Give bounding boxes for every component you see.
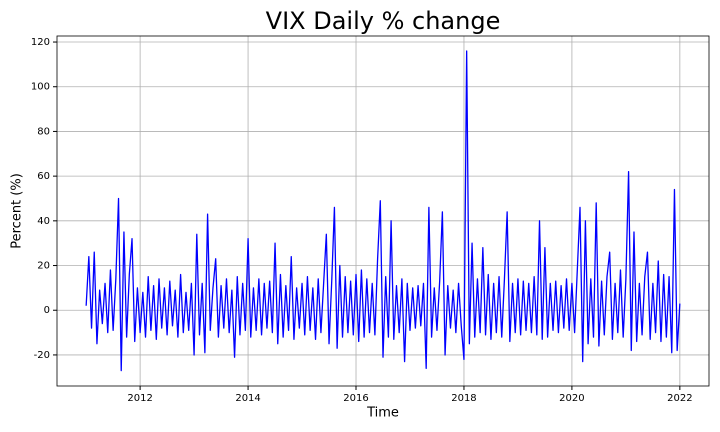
y-tick-label: 120 (31, 37, 50, 48)
y-tick-label: 100 (31, 82, 50, 93)
y-tick-label: 60 (37, 171, 50, 182)
y-tick-label: 0 (44, 305, 50, 316)
y-tick-label: 20 (37, 261, 50, 272)
plot-frame (56, 35, 710, 387)
chart-title: VIX Daily % change (266, 7, 501, 35)
x-axis-label: Time (366, 406, 399, 421)
y-tick-label: 80 (37, 126, 50, 137)
y-axis-label: Percent (%) (10, 173, 25, 249)
x-tick-label: 2020 (559, 393, 584, 404)
x-tick-label: 2016 (343, 393, 368, 404)
x-tick-label: 2022 (667, 393, 692, 404)
x-tick-label: 2018 (451, 393, 476, 404)
data-line (85, 50, 681, 372)
x-tick-label: 2012 (127, 393, 152, 404)
y-tick-label: -20 (34, 350, 50, 361)
y-tick-label: 40 (37, 216, 50, 227)
x-tick-label: 2014 (235, 393, 260, 404)
